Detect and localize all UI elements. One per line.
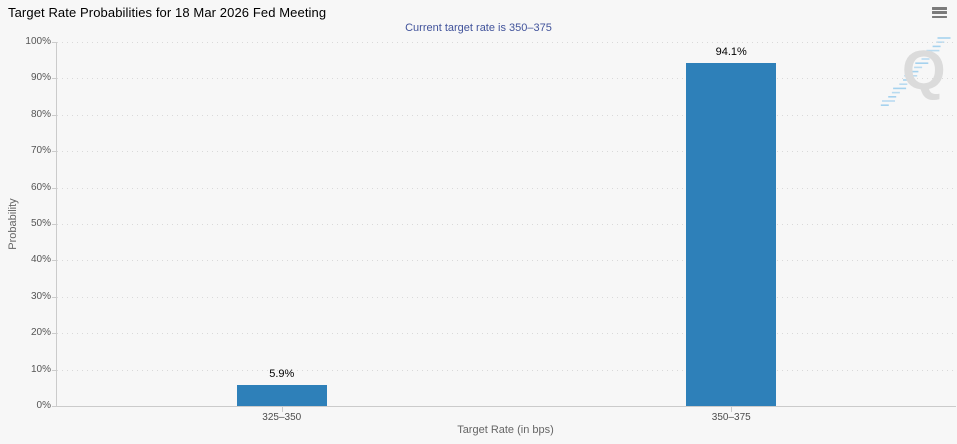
y-axis-tick [52,151,56,152]
y-axis-label: 100% [25,36,51,47]
y-axis-tick [52,260,56,261]
chart-title: Target Rate Probabilities for 18 Mar 202… [8,5,327,20]
y-axis-label: 50% [30,218,51,229]
x-axis-tick [731,407,732,412]
y-axis-label: 60% [30,181,51,193]
y-gridline [57,224,956,225]
x-axis-tick [282,407,283,412]
y-gridline [57,297,956,298]
chart-subtitle: Current target rate is 350–375 [405,22,552,34]
hamburger-icon [931,7,947,19]
y-axis-tick [52,115,56,116]
category-label: 350–375 [711,412,751,423]
y-axis-tick [52,406,56,407]
y-axis-label: 0% [36,400,51,411]
y-axis-tick [52,333,56,334]
y-axis-tick [52,297,56,298]
y-gridline [57,42,956,43]
y-gridline [57,151,956,152]
x-axis-title: Target Rate (in bps) [457,424,554,436]
y-axis-label: 70% [30,145,51,157]
y-gridline [57,370,956,371]
bar-value-label: 94.1% [715,46,747,59]
plot-area: 0% 10% 20% 30% 40% 50% 60% 70% 80% 90% 100% 5.9% 325… [25,36,956,423]
chart-context-menu-button[interactable] [930,5,948,21]
bar-value-label: 5.9% [269,367,295,380]
y-axis-label: 40% [30,254,51,266]
y-axis-tick [52,370,56,371]
y-axis-title: Probability [7,198,19,250]
y-axis-tick [52,224,56,225]
y-gridline [57,333,956,334]
bar[interactable] [686,63,777,406]
category-label: 325–350 [262,412,302,423]
y-axis-label: 90% [30,72,51,84]
y-axis-tick [52,78,56,79]
y-axis-label: 80% [30,108,51,120]
y-gridline [57,115,956,116]
y-gridline [57,260,956,261]
y-axis-label: 10% [30,363,51,375]
y-axis-tick [52,188,56,189]
y-gridline [57,188,956,189]
bar[interactable] [236,384,327,406]
y-axis-label: 20% [30,327,51,339]
y-axis-label: 30% [30,290,51,302]
y-gridline [57,78,956,79]
y-axis-tick [52,42,56,43]
